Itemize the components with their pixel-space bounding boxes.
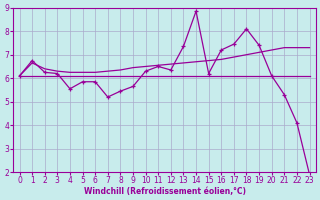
X-axis label: Windchill (Refroidissement éolien,°C): Windchill (Refroidissement éolien,°C) (84, 187, 245, 196)
